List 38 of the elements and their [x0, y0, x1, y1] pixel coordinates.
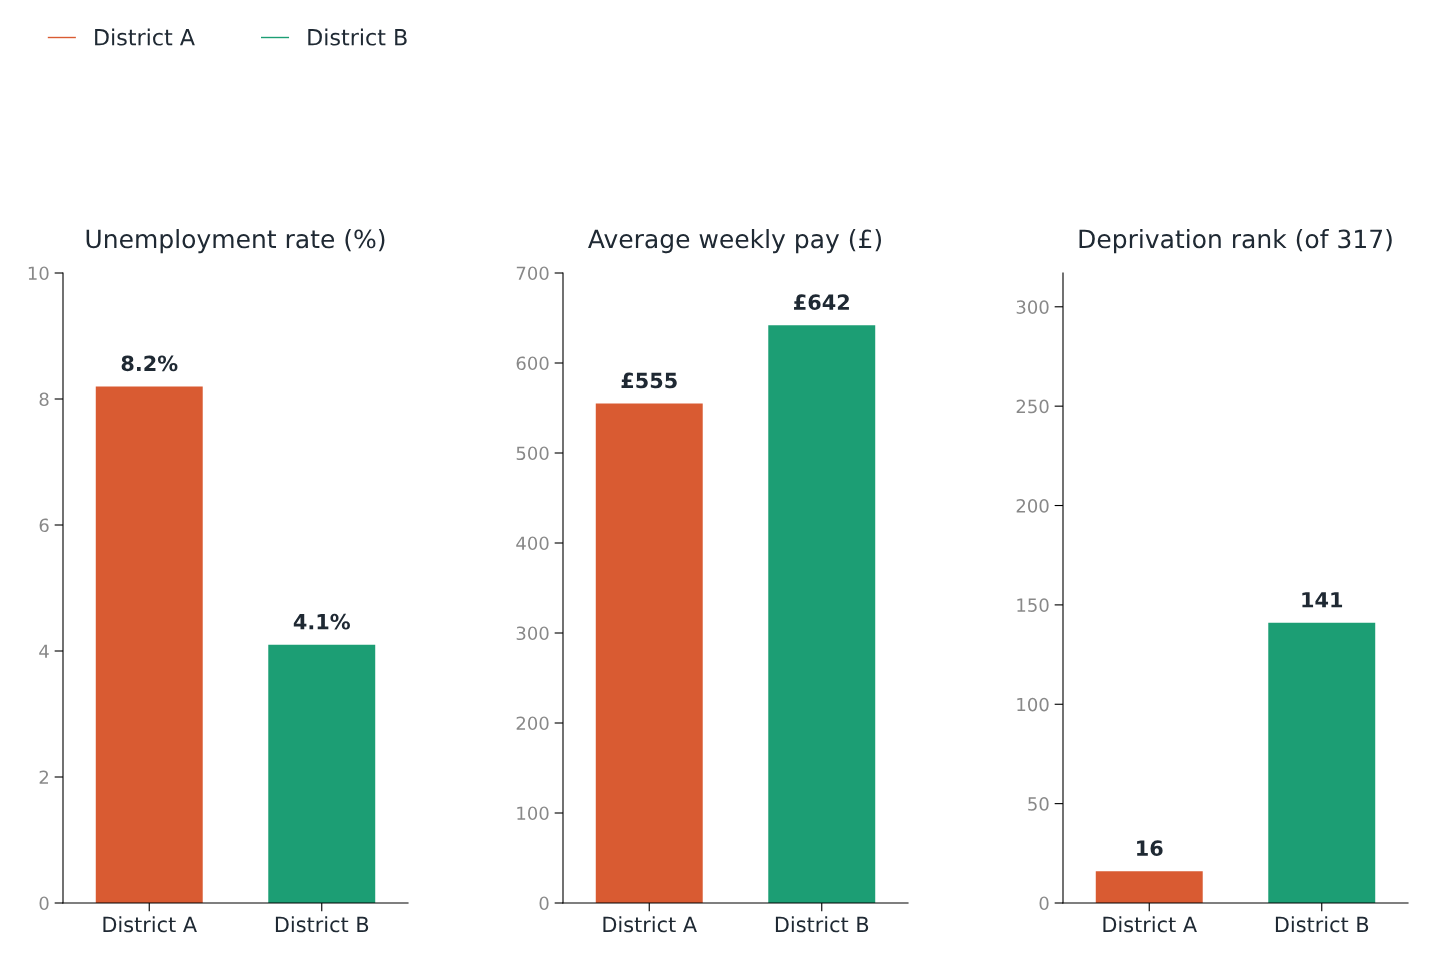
- y-tick-label: 700: [516, 266, 549, 281]
- y-tick-label: 0: [1039, 896, 1049, 911]
- y-tick-label: 150: [1017, 598, 1049, 613]
- x-tick-label: District A: [103, 916, 197, 933]
- chart-title: Average weekly pay (£): [588, 229, 882, 254]
- data-label: £642: [794, 294, 849, 311]
- y-tick-label: 0: [39, 896, 49, 911]
- data-label: 4.1%: [293, 613, 350, 630]
- data-label: 141: [1302, 592, 1343, 608]
- y-tick-label: 0: [539, 896, 549, 911]
- y-tick-label: 50: [1028, 797, 1049, 811]
- y-tick-label: 8: [39, 392, 49, 407]
- data-label: 16: [1137, 840, 1163, 857]
- y-tick-label: 2: [39, 770, 48, 784]
- y-tick-label: 200: [516, 716, 549, 731]
- y-tick-label: 300: [1016, 300, 1049, 314]
- y-tick-label: 4: [39, 644, 49, 658]
- chart-title: Unemployment rate (%): [86, 229, 385, 254]
- y-tick-label: 250: [1016, 399, 1049, 414]
- y-tick-label: 100: [517, 806, 549, 821]
- data-label: 8.2%: [121, 355, 178, 372]
- x-tick-label: District A: [603, 916, 697, 933]
- x-tick-label: District A: [1103, 916, 1197, 933]
- y-tick-label: 400: [516, 536, 549, 551]
- x-tick-label: District B: [1275, 916, 1369, 933]
- legend-label: District A: [95, 28, 195, 46]
- y-tick-label: 200: [1016, 498, 1049, 513]
- y-tick-label: 10: [28, 266, 49, 281]
- y-tick-label: 300: [516, 626, 549, 641]
- data-label: £555: [621, 372, 677, 389]
- chart-title: Deprivation rank (of 317): [1079, 229, 1392, 254]
- y-tick-label: 100: [1017, 697, 1049, 712]
- x-tick-label: District B: [275, 916, 369, 933]
- x-tick-label: District B: [775, 916, 869, 933]
- y-tick-label: 500: [516, 446, 549, 461]
- legend-label: District B: [308, 28, 407, 46]
- y-tick-label: 6: [39, 518, 49, 533]
- y-tick-label: 600: [516, 356, 549, 371]
